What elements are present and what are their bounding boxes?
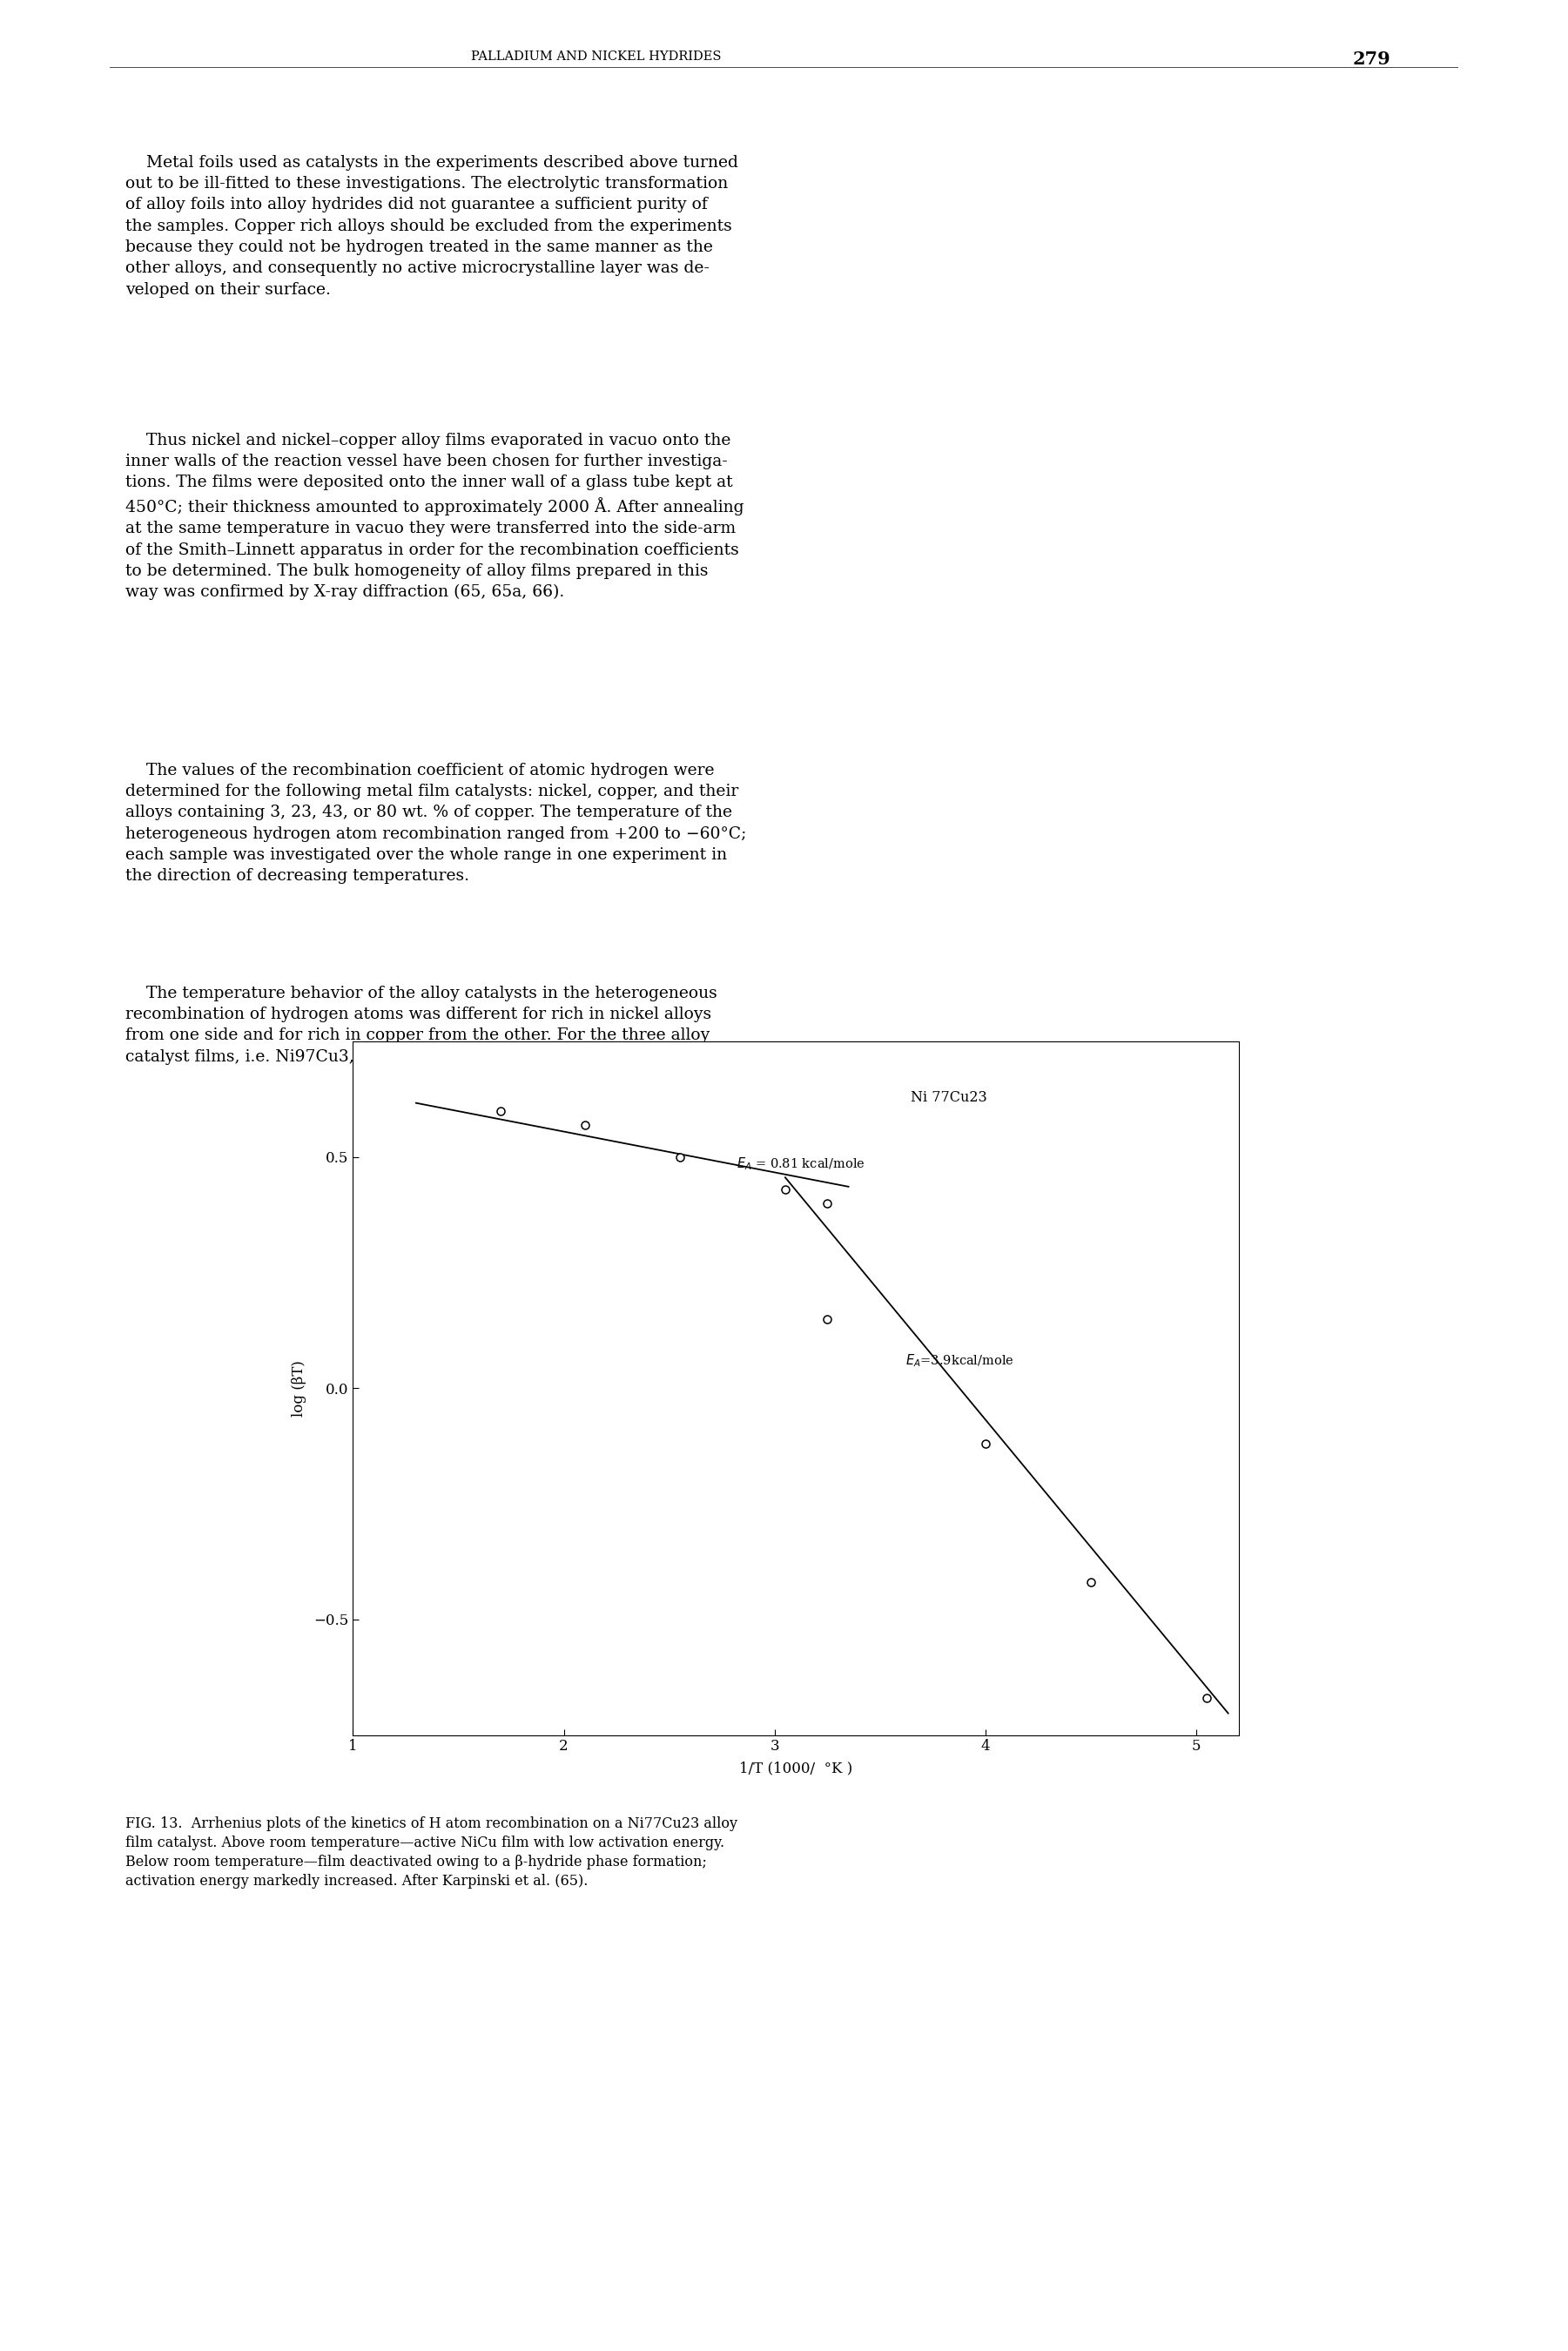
Text: FIG. 13.  Arrhenius plots of the kinetics of H atom recombination on a Ni77Cu23 : FIG. 13. Arrhenius plots of the kinetics…	[125, 1817, 737, 1888]
Text: PALLADIUM AND NICKEL HYDRIDES: PALLADIUM AND NICKEL HYDRIDES	[470, 49, 721, 63]
Y-axis label: log (βT): log (βT)	[292, 1359, 306, 1418]
Text: Thus nickel and nickel–copper alloy films evaporated in vacuo onto the
inner wal: Thus nickel and nickel–copper alloy film…	[125, 433, 745, 600]
Text: $E_A$=3.9kcal/mole: $E_A$=3.9kcal/mole	[905, 1352, 1014, 1368]
X-axis label: 1/T (1000/  °K ): 1/T (1000/ °K )	[739, 1761, 853, 1775]
Text: The temperature behavior of the alloy catalysts in the heterogeneous
recombinati: The temperature behavior of the alloy ca…	[125, 985, 743, 1065]
Text: The values of the recombination coefficient of atomic hydrogen were
determined f: The values of the recombination coeffici…	[125, 762, 746, 884]
Text: 279: 279	[1353, 49, 1391, 68]
Text: Metal foils used as catalysts in the experiments described above turned
out to b: Metal foils used as catalysts in the exp…	[125, 155, 739, 299]
Text: $E_A$ = 0.81 kcal/mole: $E_A$ = 0.81 kcal/mole	[737, 1157, 866, 1173]
Text: Ni 77Cu23: Ni 77Cu23	[911, 1091, 988, 1105]
